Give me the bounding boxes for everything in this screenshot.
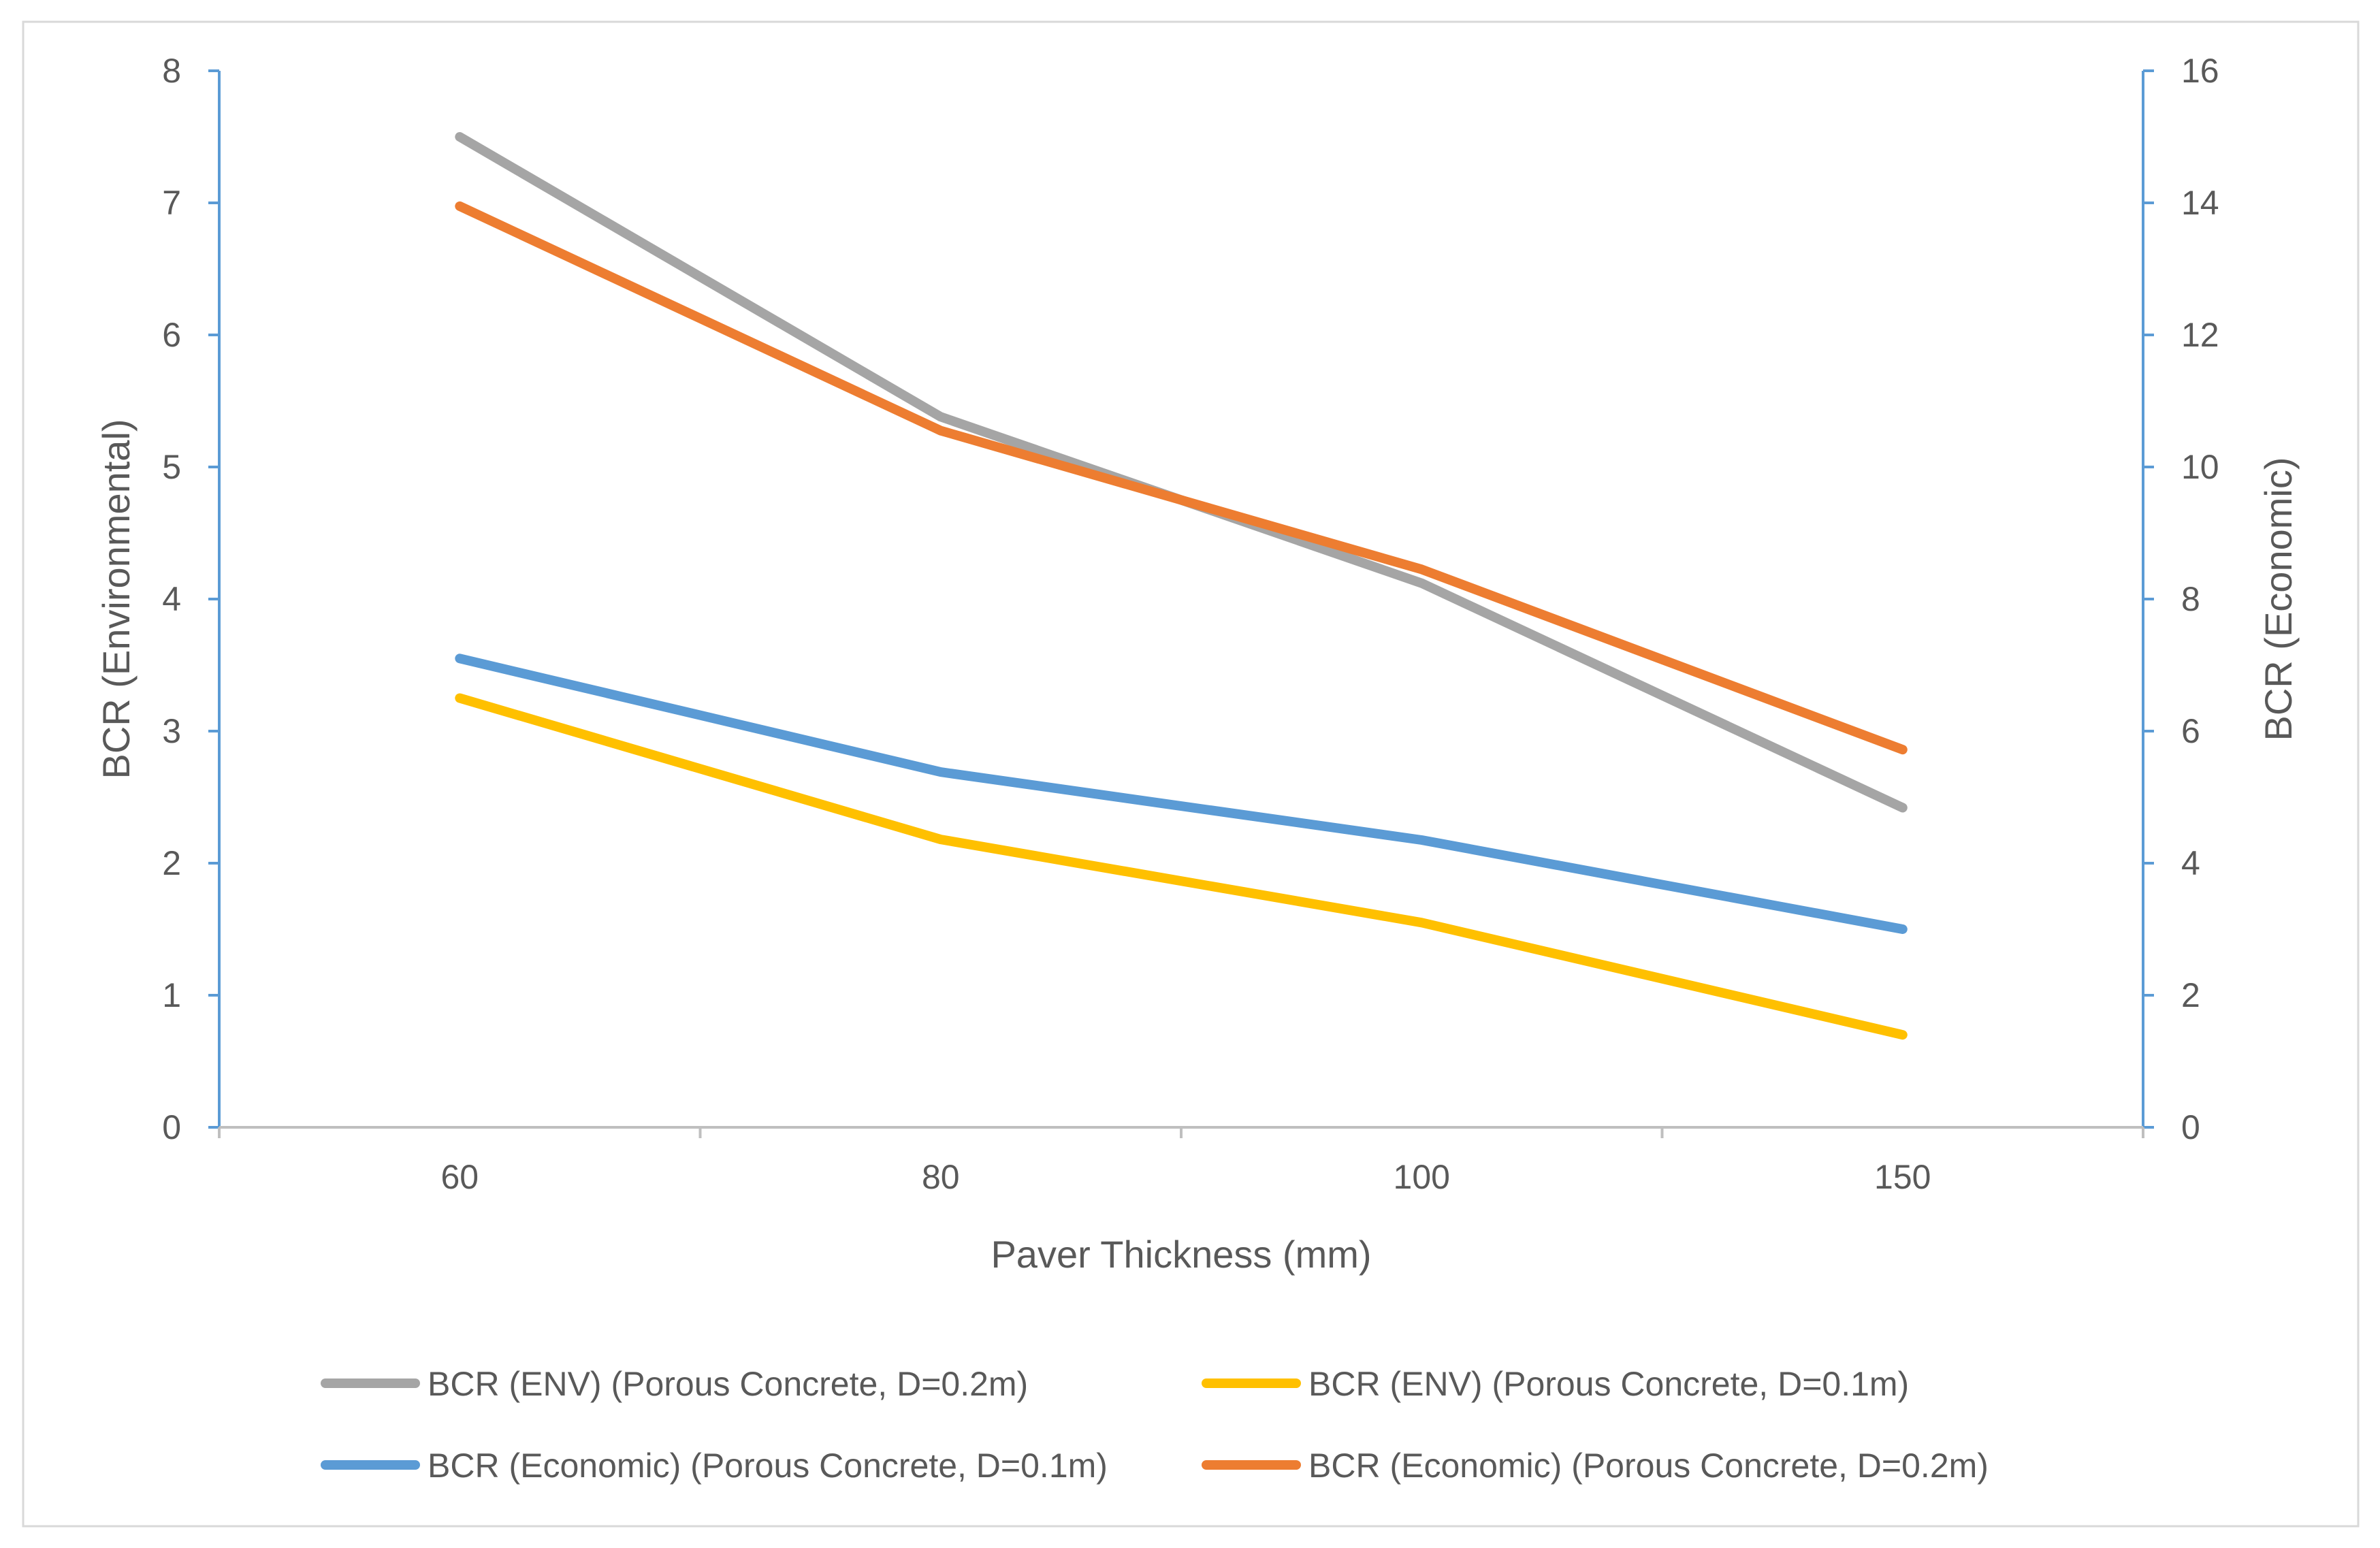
y-tick-label: 7	[162, 184, 181, 222]
x-tick-label: 80	[922, 1158, 960, 1196]
legend: BCR (ENV) (Porous Concrete, D=0.2m) BCR …	[321, 1365, 1989, 1485]
series-layer	[455, 132, 1908, 1040]
legend-item: BCR (ENV) (Porous Concrete, D=0.1m)	[1202, 1365, 1909, 1403]
legend-label: BCR (ENV) (Porous Concrete, D=0.2m)	[428, 1365, 1028, 1403]
left-y-ticks: 0 1 2 3 4 5 6 7 8	[162, 52, 219, 1146]
y2-tick-label: 10	[2181, 448, 2219, 486]
y-tick-label: 5	[162, 448, 181, 486]
chart-frame	[22, 20, 2360, 1528]
y2-tick-label: 12	[2181, 316, 2219, 354]
y-tick-label: 0	[162, 1108, 181, 1146]
y2-tick-label: 8	[2181, 580, 2200, 618]
legend-item: BCR (ENV) (Porous Concrete, D=0.2m)	[321, 1365, 1028, 1403]
x-ticks: 60 80 100 150	[218, 1127, 2144, 1196]
y2-tick-label: 2	[2181, 976, 2200, 1014]
y2-tick-label: 6	[2181, 712, 2200, 750]
right-y-ticks: 0 2 4 6 8 10 12 14 16	[2143, 52, 2219, 1146]
legend-label: BCR (Economic) (Porous Concrete, D=0.1m)	[428, 1447, 1108, 1485]
y-tick-label: 6	[162, 316, 181, 354]
series-line	[455, 693, 1908, 1040]
y-tick-label: 1	[162, 976, 181, 1014]
legend-item: BCR (Economic) (Porous Concrete, D=0.2m)	[1202, 1447, 1989, 1485]
y-tick-label: 8	[162, 52, 181, 90]
y-tick-label: 3	[162, 712, 181, 750]
y2-tick-label: 4	[2181, 844, 2200, 882]
y2-tick-label: 14	[2181, 184, 2219, 222]
legend-item: BCR (Economic) (Porous Concrete, D=0.1m)	[321, 1447, 1108, 1485]
y-tick-label: 2	[162, 844, 181, 882]
y-axis-title: BCR (Environmental)	[95, 419, 138, 779]
y2-axis-title: BCR (Economic)	[2257, 457, 2300, 741]
y2-tick-label: 16	[2181, 52, 2219, 90]
legend-label: BCR (Economic) (Porous Concrete, D=0.2m)	[1308, 1447, 1989, 1485]
y2-tick-label: 0	[2181, 1108, 2200, 1146]
x-axis-title: Paver Thickness (mm)	[991, 1233, 1371, 1276]
x-tick-label: 150	[1874, 1158, 1931, 1196]
y-tick-label: 4	[162, 580, 181, 618]
x-tick-label: 60	[440, 1158, 479, 1196]
series-line	[455, 201, 1908, 755]
legend-label: BCR (ENV) (Porous Concrete, D=0.1m)	[1308, 1365, 1909, 1403]
series-line	[455, 654, 1908, 934]
x-tick-label: 100	[1394, 1158, 1450, 1196]
